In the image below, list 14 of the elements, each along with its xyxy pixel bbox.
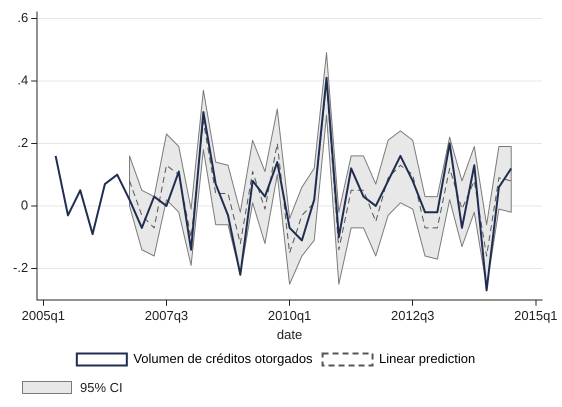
y-tick-label: -.2 [13, 260, 28, 276]
y-tick-label: .4 [17, 72, 28, 88]
y-tick-label: .6 [17, 10, 28, 25]
x-axis-title: date [276, 326, 302, 342]
x-tick-label: 2015q1 [514, 308, 558, 324]
x-tick-label: 2005q1 [22, 308, 66, 324]
legend-label: Linear prediction [379, 351, 476, 366]
y-tick-label: .2 [17, 134, 28, 150]
y-tick-label: 0 [20, 198, 28, 213]
text: 95% CI [80, 380, 123, 395]
legend-label: Volumen de créditos otorgados [133, 351, 314, 366]
x-tick-label: 2012q3 [391, 308, 434, 324]
x-tick-label: 2007q3 [144, 308, 188, 324]
x-tick-label: 2010q1 [268, 308, 312, 324]
